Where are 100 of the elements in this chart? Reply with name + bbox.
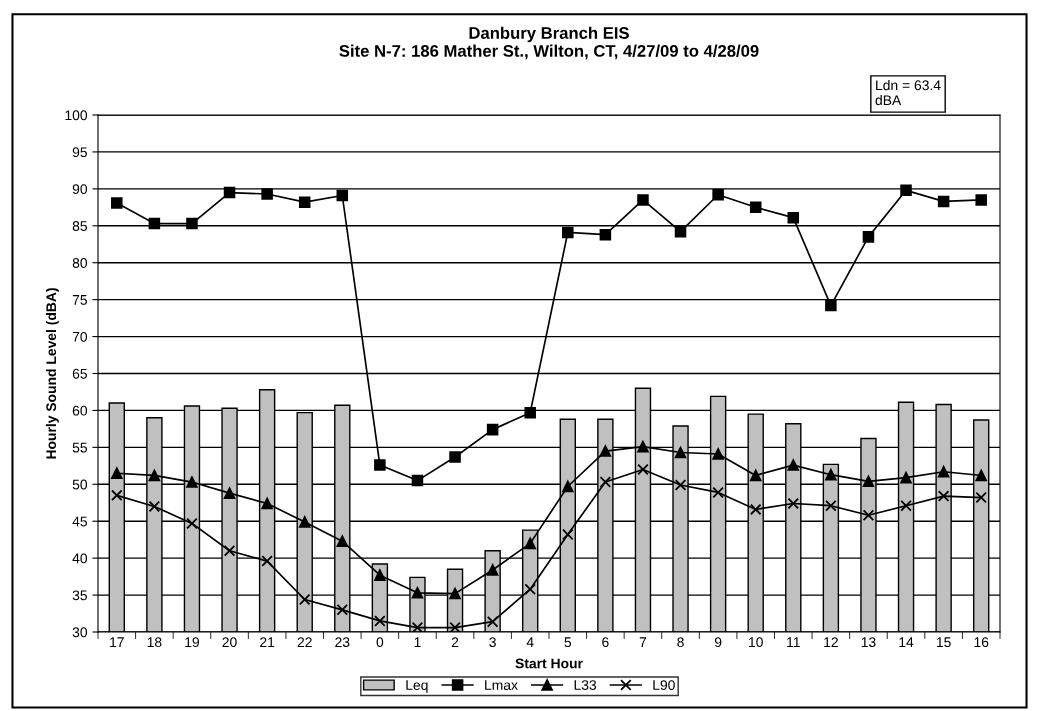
point — [637, 463, 649, 476]
point — [787, 497, 800, 510]
point — [186, 517, 198, 530]
point — [261, 497, 273, 510]
point — [336, 189, 349, 202]
y-tick-label: 70 — [72, 331, 88, 342]
y-tick-label: 80 — [72, 258, 88, 268]
point — [374, 615, 386, 627]
point — [749, 503, 762, 516]
x-tick-label: 16 — [974, 637, 989, 648]
x-axis-title: Start Hour — [515, 658, 583, 669]
legend-label: L33 — [574, 680, 597, 690]
point — [411, 587, 424, 599]
point — [599, 228, 612, 241]
point — [862, 509, 875, 522]
y-tick-label: 90 — [72, 184, 88, 195]
point — [825, 468, 837, 481]
point — [486, 423, 499, 436]
x-tick-label: 21 — [260, 637, 275, 647]
point — [599, 445, 612, 457]
y-tick-label: 65 — [72, 368, 87, 379]
y-tick-label: 60 — [72, 405, 88, 416]
y-tick-label: 75 — [72, 295, 87, 305]
point — [223, 544, 236, 557]
legend-label: Lmax — [485, 680, 518, 690]
point — [261, 555, 273, 567]
legend-label: L90 — [653, 680, 675, 690]
point — [449, 587, 461, 600]
point — [336, 535, 349, 547]
x-tick-label: 12 — [824, 637, 838, 647]
point — [374, 459, 386, 471]
point — [298, 593, 311, 606]
x-tick-label: 0 — [376, 637, 384, 648]
x-tick-label: 6 — [602, 637, 609, 648]
point — [562, 480, 574, 493]
x-tick-label: 9 — [714, 637, 722, 648]
point — [712, 448, 724, 460]
point — [111, 489, 123, 502]
x-tick-label: 2 — [451, 637, 459, 647]
x-tick-label: 19 — [185, 637, 200, 648]
x-tick-label: 14 — [899, 637, 914, 647]
point — [825, 499, 837, 512]
point — [749, 469, 762, 482]
y-tick-label: 100 — [65, 110, 88, 121]
point — [562, 226, 574, 239]
point — [900, 499, 912, 512]
x-tick-label: 10 — [749, 637, 763, 648]
point — [374, 569, 386, 581]
x-tick-label: 17 — [110, 637, 124, 647]
point — [486, 564, 499, 576]
point — [900, 471, 912, 484]
point — [712, 188, 724, 201]
point — [637, 440, 649, 453]
y-axis-title: Hourly Sound Level (dBA) — [45, 288, 59, 459]
point — [411, 474, 424, 487]
point — [148, 217, 161, 230]
y-tick-label: 40 — [72, 553, 88, 564]
point — [862, 475, 875, 488]
text: Ldn = 63.4 dBA — [875, 80, 941, 106]
x-tick-label: 7 — [639, 637, 647, 647]
point — [674, 479, 687, 491]
point — [524, 406, 536, 419]
point — [524, 537, 536, 550]
legend-label: Leq — [406, 680, 428, 693]
point — [787, 211, 800, 224]
y-tick-label: 30 — [72, 627, 88, 638]
y-tick-label: 85 — [72, 221, 87, 231]
x-tick-label: 22 — [297, 637, 312, 647]
point — [749, 201, 762, 214]
point — [111, 197, 123, 209]
x-tick-label: 23 — [335, 637, 350, 648]
point — [562, 528, 574, 541]
point — [186, 217, 198, 230]
x-tick-label: 3 — [489, 637, 496, 648]
point — [223, 186, 236, 199]
point — [674, 225, 687, 238]
x-tick-label: 1 — [414, 637, 421, 647]
chart-title: Danbury Branch EIS Site N-7: 186 Mather St., Wilton, CT, 4/27/09 to 4/28/09 — [339, 26, 759, 60]
point — [148, 500, 161, 513]
y-tick-label: 45 — [72, 516, 87, 527]
point — [787, 459, 800, 471]
point — [862, 231, 875, 243]
x-tick-label: 11 — [787, 637, 800, 647]
point — [975, 194, 987, 206]
x-tick-label: 15 — [936, 637, 951, 648]
point — [975, 469, 987, 482]
point — [261, 188, 273, 200]
point — [411, 621, 424, 632]
point — [825, 299, 837, 312]
point — [148, 469, 161, 482]
x-tick-label: 5 — [564, 637, 572, 648]
point — [223, 487, 236, 499]
x-tick-label: 8 — [677, 637, 684, 648]
point — [486, 615, 499, 628]
x-tick-label: 18 — [147, 637, 162, 648]
x-tick-label: 13 — [861, 637, 876, 648]
x-tick-label: 4 — [526, 637, 534, 647]
point — [712, 486, 724, 499]
point — [336, 604, 349, 616]
point — [937, 490, 950, 502]
